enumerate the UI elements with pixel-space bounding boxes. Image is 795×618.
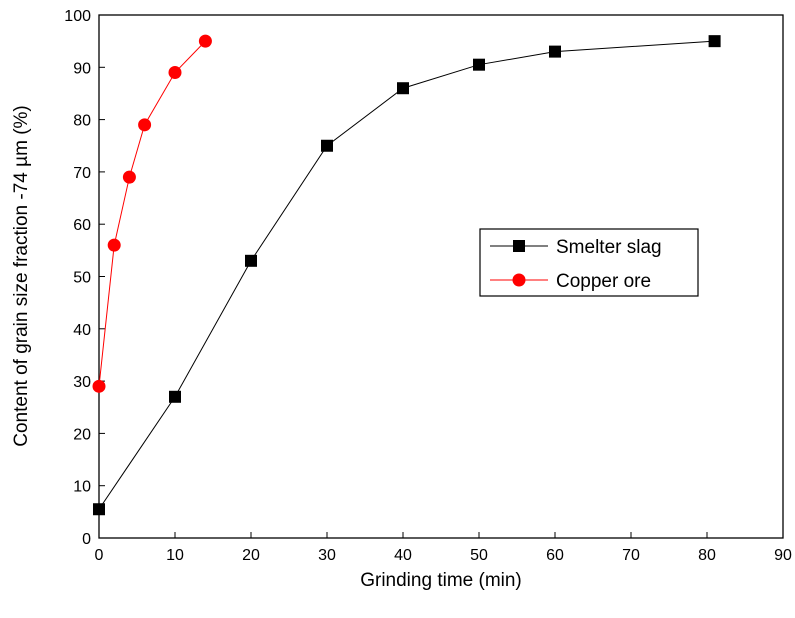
x-tick-label-6: 60 xyxy=(546,547,564,564)
y-tick-label-9: 90 xyxy=(73,60,91,77)
legend-label-smelter-slag: Smelter slag xyxy=(556,237,662,258)
data-point-smelter-slag-0 xyxy=(93,503,105,516)
series-line-copper-ore xyxy=(98,40,206,387)
data-point-copper-ore-2 xyxy=(122,170,136,184)
x-tick-label-5: 50 xyxy=(470,547,488,564)
data-point-copper-ore-0 xyxy=(92,379,106,393)
series-line-smelter-slag xyxy=(98,40,715,510)
x-tick-label-0: 0 xyxy=(95,547,104,564)
data-point-smelter-slag-6 xyxy=(549,45,561,58)
y-tick-label-1: 10 xyxy=(73,479,91,496)
data-point-smelter-slag-7 xyxy=(708,35,721,48)
series-layer xyxy=(92,34,721,516)
data-point-smelter-slag-5 xyxy=(473,58,485,71)
legend-marker-smelter-slag xyxy=(513,240,525,252)
legend: Smelter slag Copper ore xyxy=(479,228,699,297)
y-tick-label-10: 100 xyxy=(64,8,91,25)
x-axis-title: Grinding time (min) xyxy=(360,570,522,591)
data-point-smelter-slag-1 xyxy=(169,390,181,403)
data-point-smelter-slag-4 xyxy=(397,82,409,95)
data-point-copper-ore-1 xyxy=(107,238,121,252)
x-tick-label-3: 30 xyxy=(318,547,336,564)
y-tick-label-5: 50 xyxy=(73,270,91,287)
x-axis-ticks: 0 10 20 30 40 50 60 70 80 90 xyxy=(95,532,792,564)
x-tick-label-7: 70 xyxy=(622,547,640,564)
data-point-copper-ore-4 xyxy=(168,66,182,80)
y-axis-title: Content of grain size fraction -74 µm (%… xyxy=(11,105,32,446)
y-tick-label-4: 40 xyxy=(73,322,91,339)
x-tick-label-2: 20 xyxy=(242,547,260,564)
plot-area: 0 10 20 30 40 50 60 70 80 90 0 10 20 30 40 50 60 70 80 90 1… xyxy=(64,8,792,564)
data-point-smelter-slag-3 xyxy=(321,139,333,152)
y-tick-label-8: 80 xyxy=(73,113,91,130)
x-tick-label-4: 40 xyxy=(394,547,412,564)
legend-label-copper-ore: Copper ore xyxy=(556,271,651,292)
legend-marker-copper-ore xyxy=(512,273,526,287)
y-tick-label-7: 70 xyxy=(73,165,91,182)
x-tick-label-8: 80 xyxy=(698,547,716,564)
data-point-smelter-slag-2 xyxy=(245,254,257,267)
y-axis-ticks: 0 10 20 30 40 50 60 70 80 90 100 xyxy=(64,8,105,548)
data-point-copper-ore-3 xyxy=(138,118,152,132)
y-tick-label-2: 20 xyxy=(73,426,91,443)
y-tick-label-6: 60 xyxy=(73,217,91,234)
data-point-copper-ore-5 xyxy=(198,34,212,48)
x-tick-label-1: 10 xyxy=(166,547,184,564)
y-tick-label-0: 0 xyxy=(82,531,91,548)
y-tick-label-3: 30 xyxy=(73,374,91,391)
x-tick-label-9: 90 xyxy=(774,547,792,564)
